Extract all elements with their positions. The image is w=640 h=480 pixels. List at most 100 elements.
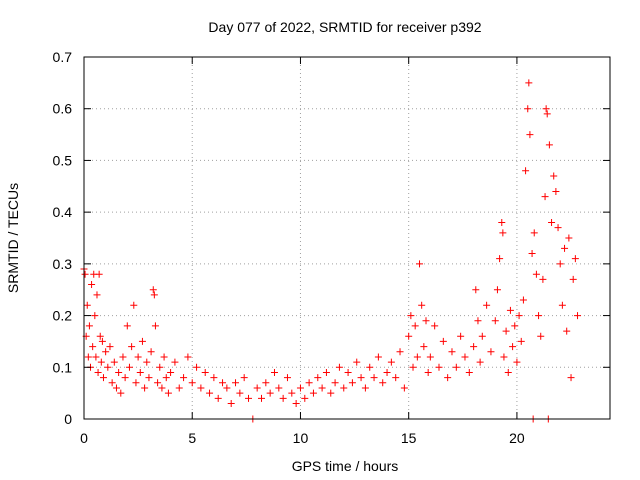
data-point: [517, 337, 525, 345]
data-point: [266, 389, 274, 397]
data-point: [197, 384, 205, 392]
data-point: [84, 353, 92, 361]
data-point: [150, 291, 158, 299]
data-point: [340, 384, 348, 392]
data-point: [357, 374, 365, 382]
data-point: [171, 358, 179, 366]
grid: [84, 57, 610, 419]
y-axis-label: SRMTID / TECUs: [5, 183, 21, 293]
data-point: [119, 353, 127, 361]
data-point: [314, 374, 322, 382]
data-point: [499, 229, 507, 237]
y-tick-label: 0.7: [53, 49, 73, 65]
data-point: [344, 368, 352, 376]
data-point: [136, 368, 144, 376]
data-point: [556, 260, 564, 268]
data-point: [160, 353, 168, 361]
data-point: [227, 399, 235, 407]
data-point: [361, 384, 369, 392]
data-point: [283, 374, 291, 382]
data-point: [257, 394, 265, 402]
data-point: [387, 358, 395, 366]
data-point: [279, 394, 287, 402]
data-point: [151, 322, 159, 330]
data-point: [452, 363, 460, 371]
data-point: [558, 301, 566, 309]
y-tick-label: 0.5: [53, 152, 73, 168]
data-point: [539, 275, 547, 283]
data-point: [542, 105, 550, 113]
data-point: [439, 337, 447, 345]
data-point: [574, 312, 582, 320]
data-point: [97, 358, 105, 366]
data-point: [210, 374, 218, 382]
data-point: [491, 317, 499, 325]
data-point: [500, 353, 508, 361]
data-point: [91, 312, 99, 320]
data-point: [121, 374, 129, 382]
data-point: [184, 353, 192, 361]
data-point: [318, 384, 326, 392]
data-point: [99, 374, 107, 382]
data-point: [565, 234, 573, 242]
data-point: [522, 167, 530, 175]
data-point: [158, 384, 166, 392]
data-point: [214, 394, 222, 402]
data-point: [476, 358, 484, 366]
data-point: [487, 348, 495, 356]
data-point: [519, 296, 527, 304]
data-point: [418, 301, 426, 309]
data-point: [478, 332, 486, 340]
data-point: [102, 348, 110, 356]
data-point: [81, 270, 89, 278]
data-point: [444, 374, 452, 382]
data-point: [366, 363, 374, 371]
x-tick-label: 0: [80, 430, 88, 446]
data-point: [513, 358, 521, 366]
data-point: [506, 306, 514, 314]
data-point: [348, 379, 356, 387]
data-point: [138, 337, 146, 345]
data-point: [532, 270, 540, 278]
data-point: [550, 172, 558, 180]
data-point: [530, 229, 538, 237]
data-point: [509, 343, 517, 351]
data-point: [563, 327, 571, 335]
data-point: [232, 379, 240, 387]
data-point: [108, 379, 116, 387]
x-tick-label: 15: [401, 430, 417, 446]
data-point: [275, 384, 283, 392]
data-point: [571, 255, 579, 263]
data-point: [115, 368, 123, 376]
data-point: [370, 374, 378, 382]
data-point: [374, 353, 382, 361]
data-point: [95, 270, 103, 278]
data-point: [147, 348, 155, 356]
data-point: [335, 363, 343, 371]
data-point: [94, 368, 102, 376]
data-point: [561, 244, 569, 252]
data-point: [125, 363, 133, 371]
data-point: [543, 110, 551, 118]
plot-frame: [83, 56, 611, 420]
data-point: [537, 332, 545, 340]
data-point: [219, 379, 227, 387]
data-point: [154, 379, 162, 387]
y-tick-label: 0.3: [53, 256, 73, 272]
data-point: [88, 281, 96, 289]
data-point: [175, 384, 183, 392]
data-point: [143, 358, 151, 366]
data-point: [493, 286, 501, 294]
data-point: [156, 363, 164, 371]
data-point: [470, 343, 478, 351]
data-point: [288, 389, 296, 397]
data-point: [141, 384, 149, 392]
data-point: [504, 368, 512, 376]
data-point: [110, 358, 118, 366]
axis-ticks: 0 0.1 0.2 0.3 0.4 0.5 0.6 0.7 0 5 10 15 20: [53, 49, 610, 446]
data-point: [525, 79, 533, 87]
data-point: [85, 322, 93, 330]
data-point: [128, 343, 136, 351]
data-point: [457, 332, 465, 340]
data-point: [240, 374, 248, 382]
